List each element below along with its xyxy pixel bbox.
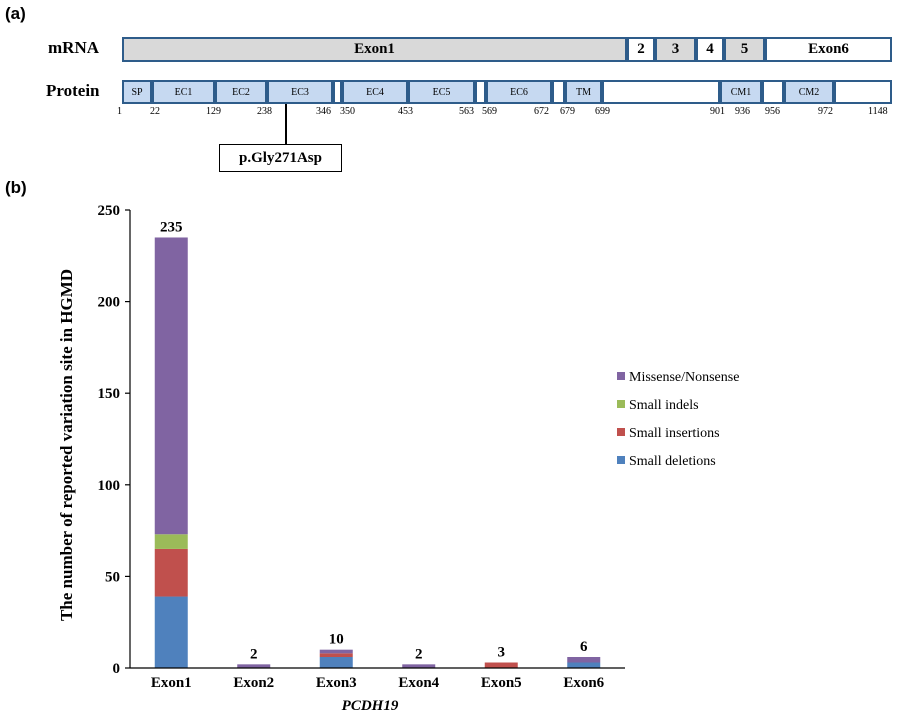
position-label: 1 [117, 106, 122, 117]
bar-segment [319, 653, 353, 658]
linker-2 [475, 80, 486, 104]
mrna-exon5: 5 [724, 37, 765, 62]
bar-segment [154, 534, 188, 549]
bar-total-label: 2 [415, 646, 423, 662]
y-tick-label: 50 [105, 569, 120, 585]
y-axis-label: The number of reported variation site in… [57, 269, 76, 621]
position-label: 1148 [868, 106, 888, 117]
position-label: 956 [765, 106, 780, 117]
y-tick-label: 150 [98, 386, 121, 402]
linker-4 [762, 80, 784, 104]
variant-callout: p.Gly271Asp [219, 144, 342, 172]
bar-segment [154, 596, 188, 668]
domain-ec6: EC6 [486, 80, 552, 104]
bar-segment [154, 237, 188, 535]
bar-total-label: 10 [329, 632, 344, 648]
panel-b-label: (b) [5, 178, 27, 197]
position-label: 22 [150, 106, 160, 117]
x-tick-label: Exon1 [151, 675, 192, 691]
c-terminal-region [834, 80, 892, 104]
mrna-exon1: Exon1 [122, 37, 627, 62]
mrna-exon2: 2 [627, 37, 655, 62]
legend-swatch [617, 372, 625, 380]
legend-swatch [617, 456, 625, 464]
bar-segment [567, 662, 601, 668]
legend-label: Missense/Nonsense [629, 370, 739, 385]
bar-segment [319, 649, 353, 654]
y-tick-label: 100 [98, 478, 121, 494]
legend-label: Small deletions [629, 454, 716, 469]
bar-segment [484, 662, 518, 668]
domain-ec5: EC5 [408, 80, 475, 104]
position-label: 346 [316, 106, 331, 117]
legend-label: Small insertions [629, 426, 720, 441]
linker-1 [333, 80, 342, 104]
y-tick-label: 250 [98, 203, 121, 219]
legend-swatch [617, 428, 625, 436]
position-label: 453 [398, 106, 413, 117]
domain-ec4: EC4 [342, 80, 408, 104]
variant-pointer-line [285, 104, 287, 144]
bar-total-label: 3 [498, 645, 506, 661]
legend-label: Small indels [629, 398, 699, 413]
position-label: 563 [459, 106, 474, 117]
x-tick-label: Exon5 [481, 675, 522, 691]
bar-segment [567, 657, 601, 663]
bar-segment [319, 657, 353, 668]
protein-row-label: Protein [46, 81, 100, 100]
position-label: 699 [595, 106, 610, 117]
position-label: 238 [257, 106, 272, 117]
bar-segment [402, 664, 436, 668]
cytoplasmic-region [602, 80, 720, 104]
domain-cm2: CM2 [784, 80, 834, 104]
mrna-exon6: Exon6 [765, 37, 892, 62]
y-tick-label: 0 [113, 661, 121, 677]
bar-total-label: 6 [580, 639, 588, 655]
bar-total-label: 2 [250, 646, 258, 662]
mrna-exon4: 4 [696, 37, 724, 62]
domain-ec1: EC1 [152, 80, 215, 104]
domain-tm: TM [565, 80, 602, 104]
bar-segment [154, 548, 188, 597]
domain-ec2: EC2 [215, 80, 267, 104]
mrna-exon3: 3 [655, 37, 696, 62]
bar-segment [237, 664, 271, 668]
y-tick-label: 200 [98, 295, 121, 311]
x-tick-label: Exon6 [563, 675, 604, 691]
linker-3 [552, 80, 565, 104]
bar-total-label: 235 [160, 219, 183, 235]
position-label: 936 [735, 106, 750, 117]
position-label: 901 [710, 106, 725, 117]
position-label: 129 [206, 106, 221, 117]
x-tick-label: Exon3 [316, 675, 357, 691]
domain-cm1: CM1 [720, 80, 762, 104]
position-label: 350 [340, 106, 355, 117]
x-axis-label: PCDH19 [342, 698, 399, 714]
position-label: 972 [818, 106, 833, 117]
position-label: 679 [560, 106, 575, 117]
position-label: 672 [534, 106, 549, 117]
panel-a-label: (a) [5, 4, 26, 23]
domain-sp: SP [122, 80, 152, 104]
domain-ec3: EC3 [267, 80, 333, 104]
position-label: 569 [482, 106, 497, 117]
legend-swatch [617, 400, 625, 408]
mrna-row-label: mRNA [48, 38, 99, 57]
x-tick-label: Exon4 [398, 675, 439, 691]
x-tick-label: Exon2 [233, 675, 274, 691]
